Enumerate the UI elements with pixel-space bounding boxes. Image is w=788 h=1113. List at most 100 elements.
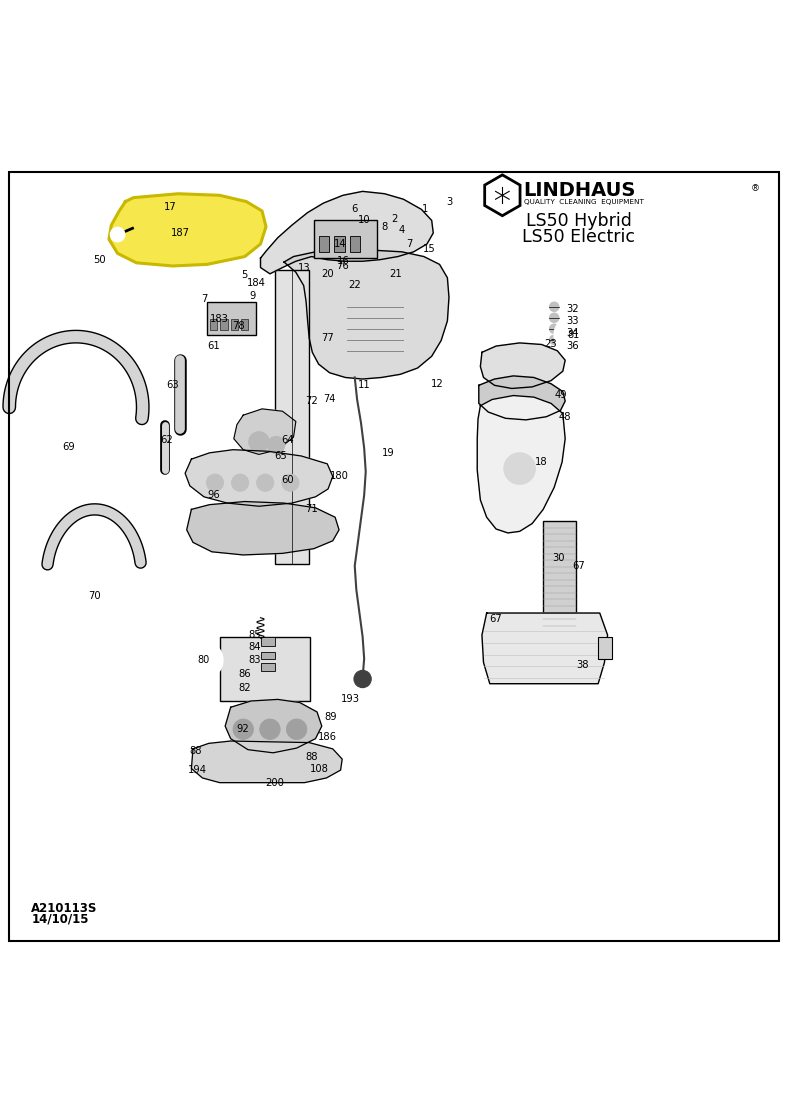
Text: 18: 18 <box>535 457 548 467</box>
Text: LS50 Hybrid: LS50 Hybrid <box>526 213 631 230</box>
Text: 60: 60 <box>281 474 294 484</box>
Text: 86: 86 <box>239 669 251 679</box>
Circle shape <box>286 719 307 739</box>
Text: QUALITY  CLEANING  EQUIPMENT: QUALITY CLEANING EQUIPMENT <box>523 199 644 206</box>
Bar <box>598 637 612 659</box>
Polygon shape <box>225 699 322 752</box>
Text: 186: 186 <box>318 732 336 742</box>
Text: 15: 15 <box>423 244 436 254</box>
Text: ®: ® <box>750 184 760 193</box>
Bar <box>350 236 360 252</box>
FancyBboxPatch shape <box>220 637 310 701</box>
Polygon shape <box>234 408 296 454</box>
Circle shape <box>354 670 371 688</box>
Text: 194: 194 <box>188 765 207 775</box>
Polygon shape <box>261 191 433 274</box>
Text: 32: 32 <box>566 304 578 314</box>
Text: 187: 187 <box>171 228 190 238</box>
Text: 80: 80 <box>198 656 210 666</box>
Text: 7: 7 <box>407 239 413 249</box>
Circle shape <box>249 432 269 452</box>
Text: 74: 74 <box>323 394 336 404</box>
Circle shape <box>233 719 254 739</box>
Circle shape <box>282 474 299 491</box>
Polygon shape <box>482 613 608 683</box>
Text: 67: 67 <box>572 561 585 571</box>
Circle shape <box>549 335 559 345</box>
Text: 4: 4 <box>399 225 405 235</box>
Text: 69: 69 <box>61 442 75 452</box>
Bar <box>210 319 217 331</box>
Polygon shape <box>109 194 266 266</box>
Bar <box>543 521 576 626</box>
Text: 20: 20 <box>321 269 333 279</box>
Text: 11: 11 <box>358 381 370 391</box>
FancyBboxPatch shape <box>207 302 256 335</box>
Text: 23: 23 <box>545 339 557 349</box>
Bar <box>231 319 238 331</box>
Text: 84: 84 <box>248 642 261 652</box>
Text: 48: 48 <box>559 412 571 422</box>
Text: 63: 63 <box>166 381 179 391</box>
Circle shape <box>110 227 125 242</box>
Text: 64: 64 <box>281 435 294 445</box>
Circle shape <box>185 641 223 679</box>
Text: 183: 183 <box>210 314 229 324</box>
Text: 49: 49 <box>554 390 567 400</box>
Circle shape <box>310 381 348 418</box>
Text: 36: 36 <box>566 341 578 351</box>
Text: 8: 8 <box>381 221 388 232</box>
Text: 13: 13 <box>297 263 310 273</box>
Text: 14: 14 <box>334 239 347 249</box>
Text: 78: 78 <box>232 322 245 332</box>
Circle shape <box>268 436 284 454</box>
Text: 34: 34 <box>566 327 578 337</box>
Text: 184: 184 <box>247 278 266 288</box>
Text: 85: 85 <box>248 630 261 640</box>
Text: 65: 65 <box>273 451 287 461</box>
Text: 62: 62 <box>160 435 173 445</box>
Text: 200: 200 <box>266 778 284 788</box>
Circle shape <box>206 474 224 491</box>
Circle shape <box>549 302 559 312</box>
Text: 83: 83 <box>248 656 261 666</box>
Text: 67: 67 <box>489 614 503 624</box>
Text: 61: 61 <box>207 341 220 351</box>
Text: 5: 5 <box>242 270 248 280</box>
Polygon shape <box>187 502 339 555</box>
Text: 17: 17 <box>164 203 177 213</box>
Bar <box>262 662 276 671</box>
Circle shape <box>257 474 274 491</box>
Text: 22: 22 <box>348 279 361 289</box>
Text: 9: 9 <box>250 290 256 301</box>
Text: 180: 180 <box>329 472 348 482</box>
Circle shape <box>504 453 535 484</box>
Text: 6: 6 <box>351 204 358 214</box>
Text: 108: 108 <box>310 764 329 774</box>
Text: 89: 89 <box>325 712 337 722</box>
Text: 33: 33 <box>566 316 578 326</box>
FancyBboxPatch shape <box>314 220 377 258</box>
Text: 88: 88 <box>305 751 318 761</box>
Text: 2: 2 <box>391 214 397 224</box>
Text: 96: 96 <box>207 490 220 500</box>
Bar <box>262 638 276 646</box>
Polygon shape <box>185 450 333 506</box>
Text: 92: 92 <box>237 725 250 735</box>
Text: LINDHAUS: LINDHAUS <box>523 181 636 200</box>
Polygon shape <box>479 376 565 420</box>
Text: 88: 88 <box>190 746 203 756</box>
Bar <box>334 236 344 252</box>
Text: 21: 21 <box>389 269 402 279</box>
Polygon shape <box>478 395 565 533</box>
Text: 3: 3 <box>446 197 452 207</box>
Polygon shape <box>481 343 565 388</box>
Text: 16: 16 <box>336 256 349 266</box>
Text: 14/10/15: 14/10/15 <box>32 913 89 926</box>
Text: 81: 81 <box>567 331 579 341</box>
Text: 77: 77 <box>321 333 333 343</box>
Text: 50: 50 <box>93 256 106 266</box>
Bar <box>221 319 228 331</box>
Text: 76: 76 <box>336 260 349 270</box>
Text: A210113S: A210113S <box>32 902 98 915</box>
